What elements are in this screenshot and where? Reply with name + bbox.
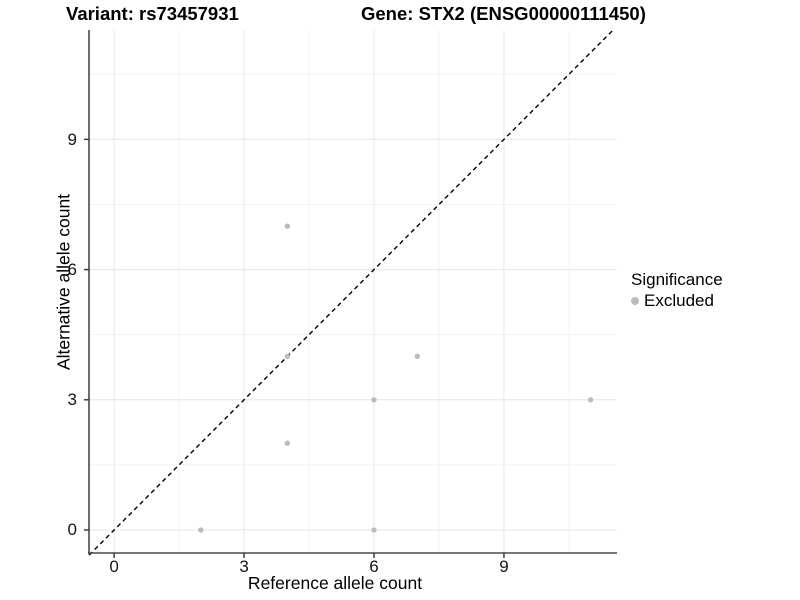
data-point xyxy=(587,397,594,403)
legend-item-label: Excluded xyxy=(644,291,714,310)
data-point xyxy=(371,397,377,403)
data-point xyxy=(284,440,291,446)
data-point xyxy=(371,527,377,533)
identity-line xyxy=(88,29,614,556)
x-tick-label: 9 xyxy=(499,557,509,576)
y-tick-label: 9 xyxy=(67,129,77,149)
legend: Significance Excluded xyxy=(631,270,723,311)
data-point xyxy=(198,527,204,533)
y-axis-title: Alternative allele count xyxy=(53,193,74,371)
y-tick-label: 6 xyxy=(67,260,77,280)
data-point xyxy=(414,353,421,360)
data-point xyxy=(284,353,291,360)
plot-title-variant: Variant: rs73457931 xyxy=(66,3,239,24)
x-tick-label: 3 xyxy=(239,557,249,576)
legend-item-excluded: Excluded xyxy=(631,291,723,311)
plot-title-gene: Gene: STX2 (ENSG00000111450) xyxy=(361,3,646,24)
y-tick-label: 0 xyxy=(67,520,77,540)
y-tick-label: 3 xyxy=(67,390,77,410)
x-tick-label: 0 xyxy=(109,557,119,576)
legend-title: Significance xyxy=(631,270,723,289)
legend-point-icon xyxy=(631,297,639,305)
x-axis-title: Reference allele count xyxy=(247,573,423,593)
x-tick-label: 6 xyxy=(369,557,379,576)
data-point xyxy=(284,223,291,229)
